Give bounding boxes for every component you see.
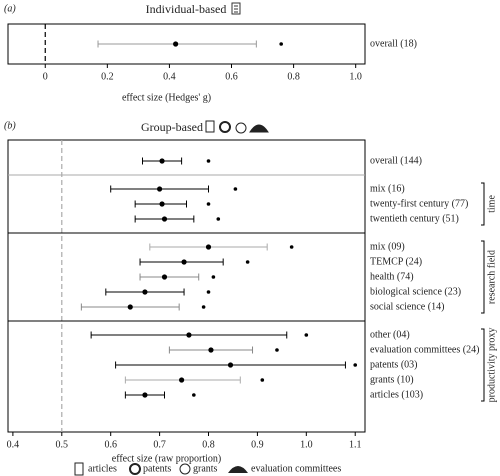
star-point (275, 348, 279, 352)
panel-label: (a) (4, 3, 16, 14)
legend-item: patents (129, 463, 171, 475)
mean-point (179, 377, 185, 383)
mean-point (227, 362, 234, 368)
row-label: twenty-first century (77) (370, 198, 468, 209)
legend-label: articles (88, 463, 117, 474)
x-tick-label: 0.6 (104, 439, 117, 450)
x-tick-label: 0.8 (202, 439, 215, 450)
x-tick-label: 0.9 (251, 439, 264, 450)
x-tick-label: 0.2 (101, 71, 114, 82)
x-tick-label: 0 (43, 71, 48, 82)
star-point (289, 245, 294, 249)
x-tick-label: 1.0 (349, 71, 362, 82)
row-label: other (04) (370, 329, 410, 340)
group-label: research field (486, 250, 497, 304)
group-bracket (481, 240, 485, 314)
legend-icon (228, 466, 248, 473)
group-bracket (481, 328, 485, 402)
row-label: mix (09) (370, 241, 405, 252)
x-tick-label: 0.4 (7, 439, 20, 450)
row-label: health (74) (370, 271, 414, 282)
chart-title: Individual-based (146, 2, 227, 16)
legend-label: evaluation committees (251, 463, 341, 474)
star-point (279, 42, 283, 46)
mean-point (205, 244, 212, 250)
row-label: social science (14) (370, 301, 444, 312)
legend-item: grants (179, 463, 218, 475)
star-point (233, 187, 238, 191)
row-label: evaluation committees (24) (370, 344, 479, 355)
row-label: patents (03) (370, 359, 418, 370)
mean-point (161, 274, 168, 280)
mean-point (127, 304, 133, 310)
star-point (304, 333, 309, 337)
star-point (211, 275, 216, 279)
row-label: grants (10) (370, 374, 414, 385)
mean-point (142, 289, 148, 295)
chart-title: Group-based (141, 120, 203, 134)
mean-point (186, 332, 192, 338)
x-tick-label: 0.5 (56, 439, 69, 450)
star-point (192, 393, 196, 397)
panel-label: (b) (4, 120, 16, 131)
plot-frame (7, 23, 366, 65)
row-label: mix (16) (370, 183, 405, 194)
mean-point (173, 41, 179, 47)
row-label: biological science (23) (370, 286, 461, 297)
legend-item: evaluation committees (228, 463, 341, 474)
legend-label: grants (193, 463, 218, 474)
plot-frame (7, 139, 366, 433)
mean-point (159, 158, 165, 164)
star-point (206, 290, 211, 294)
star-point (206, 202, 211, 206)
x-tick-label: 0.6 (225, 71, 238, 82)
row-label: twentieth century (51) (370, 213, 459, 224)
x-axis-label: effect size (raw proportion) (112, 453, 222, 464)
group-label: productivity proxy (486, 328, 497, 403)
legend-icon (74, 462, 84, 476)
star-point (201, 305, 206, 309)
mean-point (142, 392, 148, 398)
legend-icon (179, 463, 191, 475)
doc-icon (231, 2, 241, 15)
star-point (216, 217, 221, 221)
legend-icon (129, 463, 141, 475)
mean-point (157, 186, 163, 192)
x-tick-label: 1.1 (349, 439, 362, 450)
row-label: overall (18) (370, 38, 417, 49)
row-label: overall (144) (370, 155, 422, 166)
x-tick-label: 0.7 (153, 439, 166, 450)
row-label: articles (103) (370, 389, 423, 400)
star-point (260, 378, 265, 382)
x-tick-label: 1.0 (300, 439, 313, 450)
row-label: TEMCP (24) (370, 256, 422, 267)
x-axis-label: effect size (Hedges' g) (122, 92, 211, 103)
x-tick-label: 0.8 (287, 71, 300, 82)
mean-point (208, 347, 214, 353)
star-point (245, 260, 250, 264)
star-point (206, 159, 211, 163)
legend-label: patents (143, 463, 171, 474)
mean-point (159, 201, 165, 207)
legend-item: articles (74, 462, 117, 476)
title-icons (205, 120, 269, 134)
x-tick-label: 0.4 (163, 71, 176, 82)
mean-point (161, 216, 168, 222)
mean-point (181, 259, 187, 265)
group-label: time (486, 195, 497, 213)
group-bracket (481, 182, 485, 226)
star-point (353, 363, 358, 367)
